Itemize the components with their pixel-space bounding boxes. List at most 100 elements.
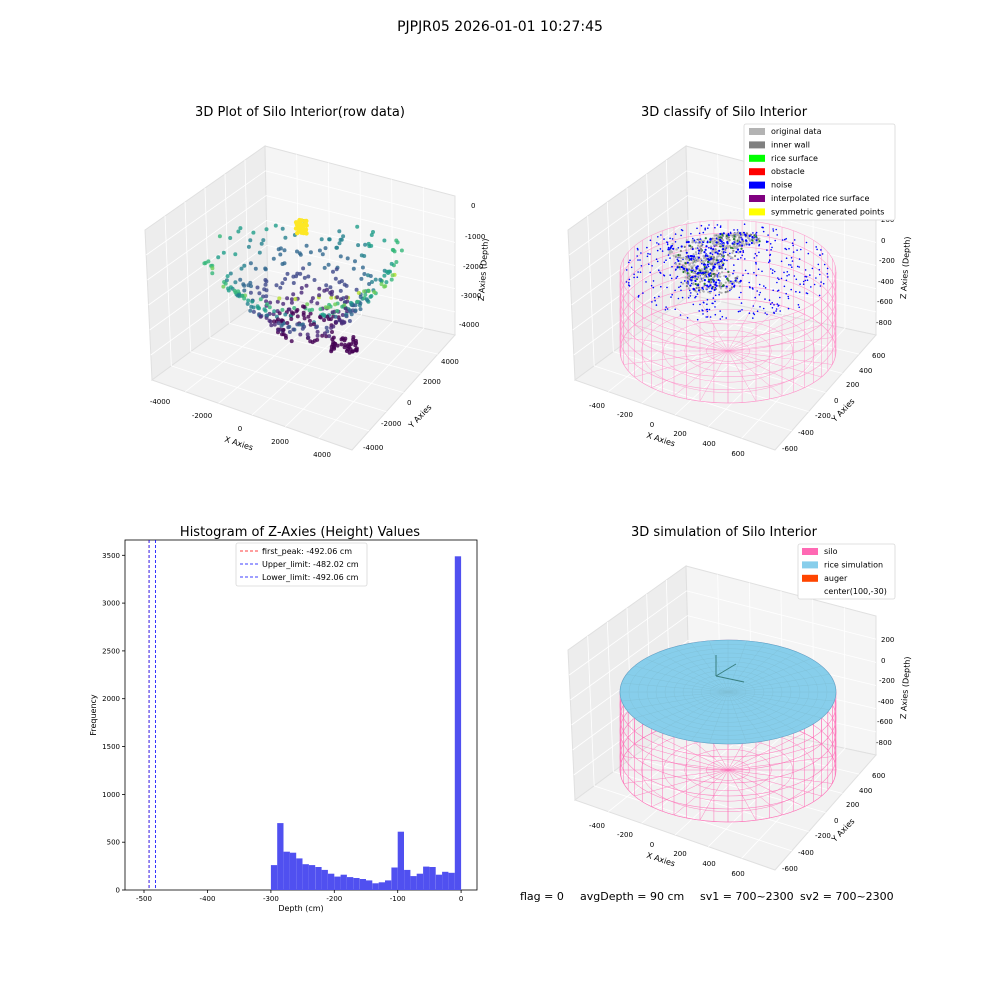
rice-surface-spoke (727, 658, 811, 693)
noise-point (686, 317, 689, 319)
surface-point (724, 291, 727, 294)
noise-point (671, 293, 673, 296)
surface-point (694, 251, 698, 254)
histogram-legend-box (235, 542, 368, 587)
raw-point (264, 227, 269, 232)
noise-point (769, 260, 771, 262)
surface-point (699, 288, 702, 291)
surface-point (722, 232, 725, 235)
rice-surface-spoke (658, 691, 729, 732)
simulation-floor-spoke (651, 732, 729, 771)
surface-point (697, 284, 700, 287)
noise-point (799, 283, 801, 286)
surface-point (679, 254, 682, 257)
surface-point (721, 250, 724, 253)
noise-point (659, 248, 662, 250)
noise-point (707, 265, 710, 268)
classify-floor-spoke (727, 300, 757, 352)
raw-point (289, 297, 294, 302)
noise-point (822, 282, 825, 285)
simulation-floor-spoke (727, 743, 822, 771)
noise-point (773, 270, 776, 273)
surface-point (733, 285, 736, 288)
noise-point (759, 306, 761, 308)
histogram-bar (296, 858, 303, 890)
surface-point (714, 237, 717, 240)
surface-point (719, 239, 722, 242)
raw-x-tick: -2000 (192, 412, 212, 420)
surface-point (685, 285, 689, 288)
surface-point (727, 270, 730, 273)
raw-point (340, 313, 345, 317)
classify-y-tick: 0 (834, 397, 838, 405)
noise-point (714, 226, 716, 229)
rice-surface-spoke (727, 691, 835, 702)
surface-point (689, 284, 692, 287)
noise-point (661, 250, 664, 252)
histogram-x-tick-label: 0 (459, 895, 463, 903)
raw-y-tick: 4000 (441, 358, 459, 366)
raw-point (355, 299, 360, 304)
raw-point (289, 317, 294, 321)
raw-point (315, 337, 320, 342)
surface-point (699, 258, 703, 261)
noise-point (652, 286, 655, 289)
noise-point (762, 230, 765, 233)
raw-point (289, 300, 294, 305)
raw-point (263, 266, 268, 271)
raw-point (308, 250, 313, 255)
classify-floor-spoke (673, 350, 729, 397)
raw-point (236, 229, 241, 234)
noise-point (770, 268, 772, 270)
classify-z-tick: -200 (879, 257, 895, 265)
raw-point (293, 297, 298, 301)
raw-point (342, 282, 347, 287)
subplot-simulation: 3D simulation of Silo Interior -400 -200… (567, 525, 912, 878)
noise-point (748, 312, 751, 315)
surface-point (675, 248, 678, 251)
noise-point (756, 254, 758, 257)
surface-point (698, 274, 701, 277)
noise-point (756, 310, 759, 313)
classify-legend-label: original data (771, 127, 822, 136)
raw-point (358, 307, 363, 312)
raw-point (333, 341, 338, 346)
raw-point (341, 234, 346, 239)
surface-point (701, 289, 705, 292)
surface-point (738, 236, 741, 239)
histogram-y-tick-label: 500 (107, 839, 120, 847)
surface-point (685, 241, 689, 244)
raw-point (355, 224, 360, 229)
raw-point (330, 337, 335, 342)
rice-surface-spoke (621, 691, 729, 702)
raw-point (315, 324, 319, 329)
surface-point (703, 263, 707, 266)
raw-point (279, 323, 284, 328)
surface-point (700, 260, 703, 263)
noise-point (692, 303, 695, 306)
raw-point (342, 345, 347, 350)
histogram-x-tick-label: -400 (200, 895, 216, 903)
raw-point (337, 229, 342, 234)
noise-point (690, 269, 692, 271)
surface-point (736, 248, 740, 251)
raw-point (338, 288, 343, 293)
surface-point (707, 261, 710, 264)
simulation-z-tick: -600 (877, 718, 893, 726)
noise-point (637, 249, 639, 251)
noise-point (740, 302, 743, 304)
noise-point (775, 310, 777, 312)
rice-surface-spoke (727, 691, 830, 710)
surface-point (703, 275, 706, 278)
surface-point (695, 253, 698, 256)
raw-point (287, 330, 292, 334)
surface-point (724, 245, 727, 248)
noise-point (681, 229, 684, 232)
raw-point (367, 282, 372, 286)
noise-point (769, 303, 772, 306)
surface-point (697, 244, 700, 247)
noise-point (819, 254, 821, 256)
histogram-y-ticks: 0 500 1000 1500 2000 2500 3000 3500 (102, 552, 125, 895)
simulation-legend-label: rice simulation (824, 560, 883, 569)
surface-point (726, 290, 729, 293)
